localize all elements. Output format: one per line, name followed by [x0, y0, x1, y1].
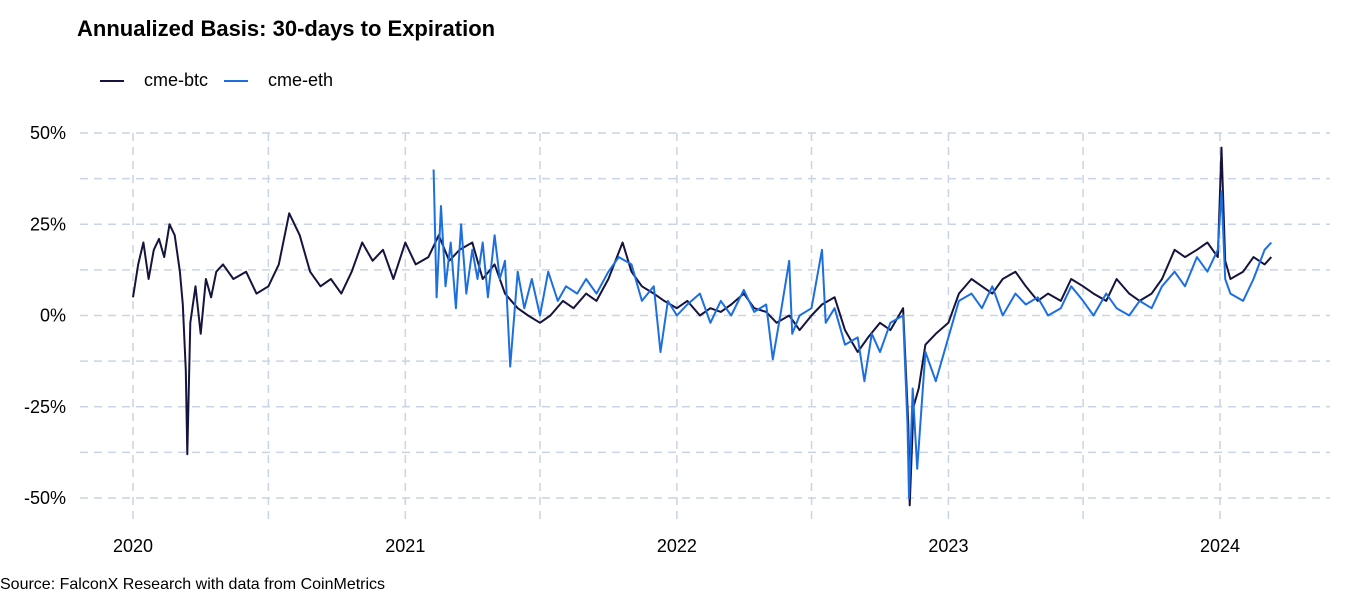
- legend-item-eth: cme-eth: [224, 70, 333, 91]
- series-lines: [132, 146, 1273, 507]
- y-axis: 50% 25% 0% -25% -50%: [24, 123, 66, 508]
- chart-title: Annualized Basis: 30-days to Expiration: [77, 16, 496, 41]
- y-tick-label: 0%: [40, 306, 66, 326]
- x-axis: 2020 2021 2022 2023 2024: [113, 536, 1240, 556]
- legend-label-btc: cme-btc: [144, 70, 209, 90]
- series-line-cme-btc: [132, 146, 1273, 507]
- y-tick-label: -50%: [24, 488, 66, 508]
- x-tick-label: 2021: [385, 536, 425, 556]
- legend-swatch-eth: [224, 79, 249, 82]
- x-tick-label: 2022: [657, 536, 697, 556]
- legend-swatch-btc: [100, 79, 124, 82]
- x-tick-label: 2020: [113, 536, 153, 556]
- legend-item-btc: cme-btc: [100, 70, 208, 91]
- legend: cme-btc cme-eth: [100, 70, 349, 91]
- y-tick-label: 25%: [30, 214, 66, 234]
- x-tick-label: 2024: [1200, 536, 1240, 556]
- series-line-cme-eth: [432, 169, 1273, 499]
- legend-label-eth: cme-eth: [268, 70, 334, 90]
- source-note: Source: FalconX Research with data from …: [0, 576, 386, 593]
- y-tick-label: 50%: [30, 123, 66, 143]
- grid: [80, 132, 1330, 523]
- y-tick-label: -25%: [24, 397, 66, 417]
- x-tick-label: 2023: [928, 536, 968, 556]
